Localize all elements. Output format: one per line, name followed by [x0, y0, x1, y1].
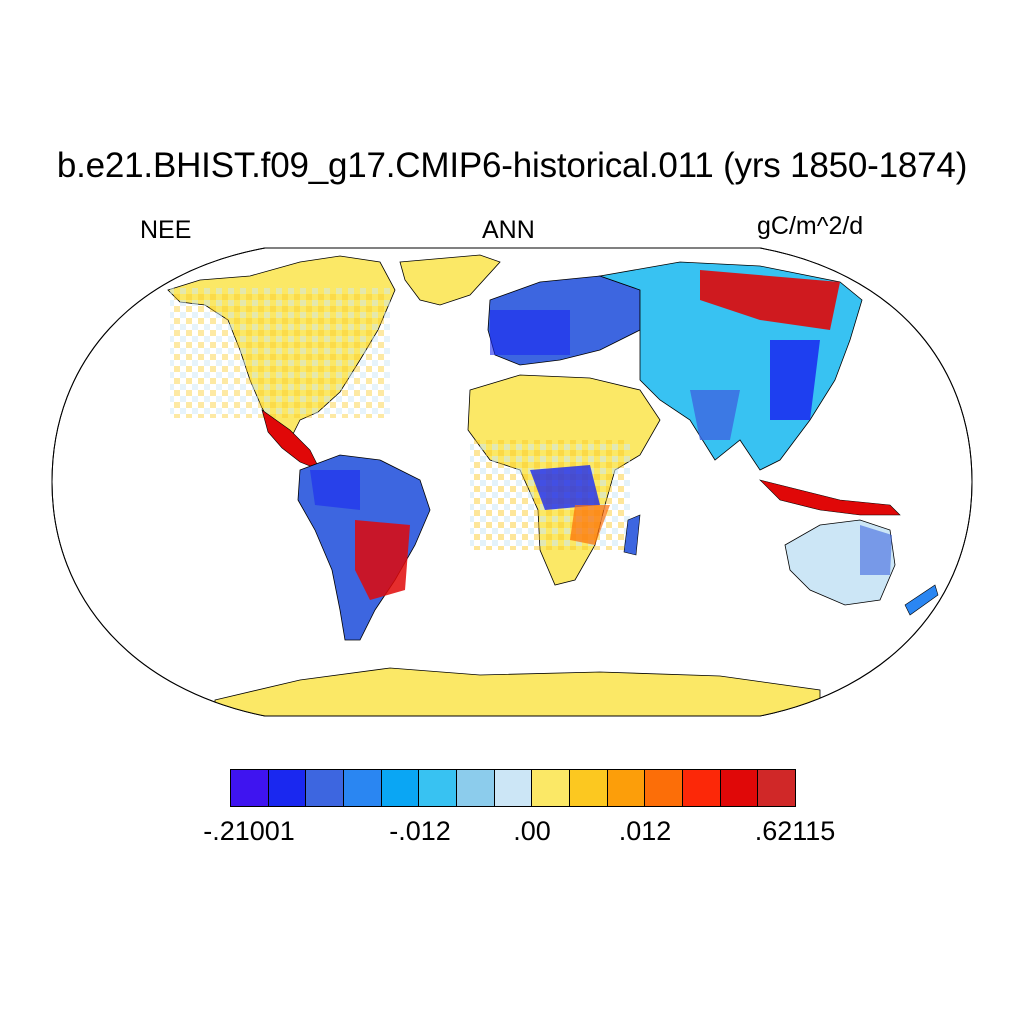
maritime-southeast-asia	[759, 479, 901, 516]
colorbar	[230, 769, 797, 807]
colorbar-tick-label: .62115	[754, 816, 836, 846]
colorbar-box-13	[719, 769, 759, 807]
land-layer	[167, 254, 939, 716]
colorbar-box-2	[305, 769, 345, 807]
colorbar-tick-label: .00	[513, 816, 551, 846]
colorbar-box-11	[644, 769, 684, 807]
colorbar-box-5	[418, 769, 458, 807]
colorbar-box-1	[267, 769, 307, 807]
units-label: gC/m^2/d	[757, 212, 864, 240]
colorbar-tick-label: -.012	[389, 816, 451, 846]
greenland	[399, 254, 501, 306]
new-zealand	[904, 584, 939, 616]
madagascar	[623, 514, 641, 556]
colorbar-box-8	[531, 769, 571, 807]
colorbar-box-0	[230, 769, 269, 807]
colorbar-box-7	[493, 769, 533, 807]
colorbar-box-12	[682, 769, 721, 807]
colorbar-tick-label: .012	[618, 816, 672, 846]
colorbar-box-3	[343, 769, 382, 807]
antarctica	[214, 667, 821, 716]
colorbar-box-10	[606, 769, 646, 807]
colorbar-box-4	[380, 769, 420, 807]
colorbar-tick-label: -.21001	[203, 816, 295, 846]
colorbar-box-6	[456, 769, 495, 807]
colorbar-box-14	[757, 769, 797, 807]
colorbar-box-9	[569, 769, 608, 807]
variable-label: NEE	[140, 216, 192, 244]
season-label: ANN	[482, 216, 535, 244]
plot-title: b.e21.BHIST.f09_g17.CMIP6-historical.011…	[56, 146, 968, 185]
